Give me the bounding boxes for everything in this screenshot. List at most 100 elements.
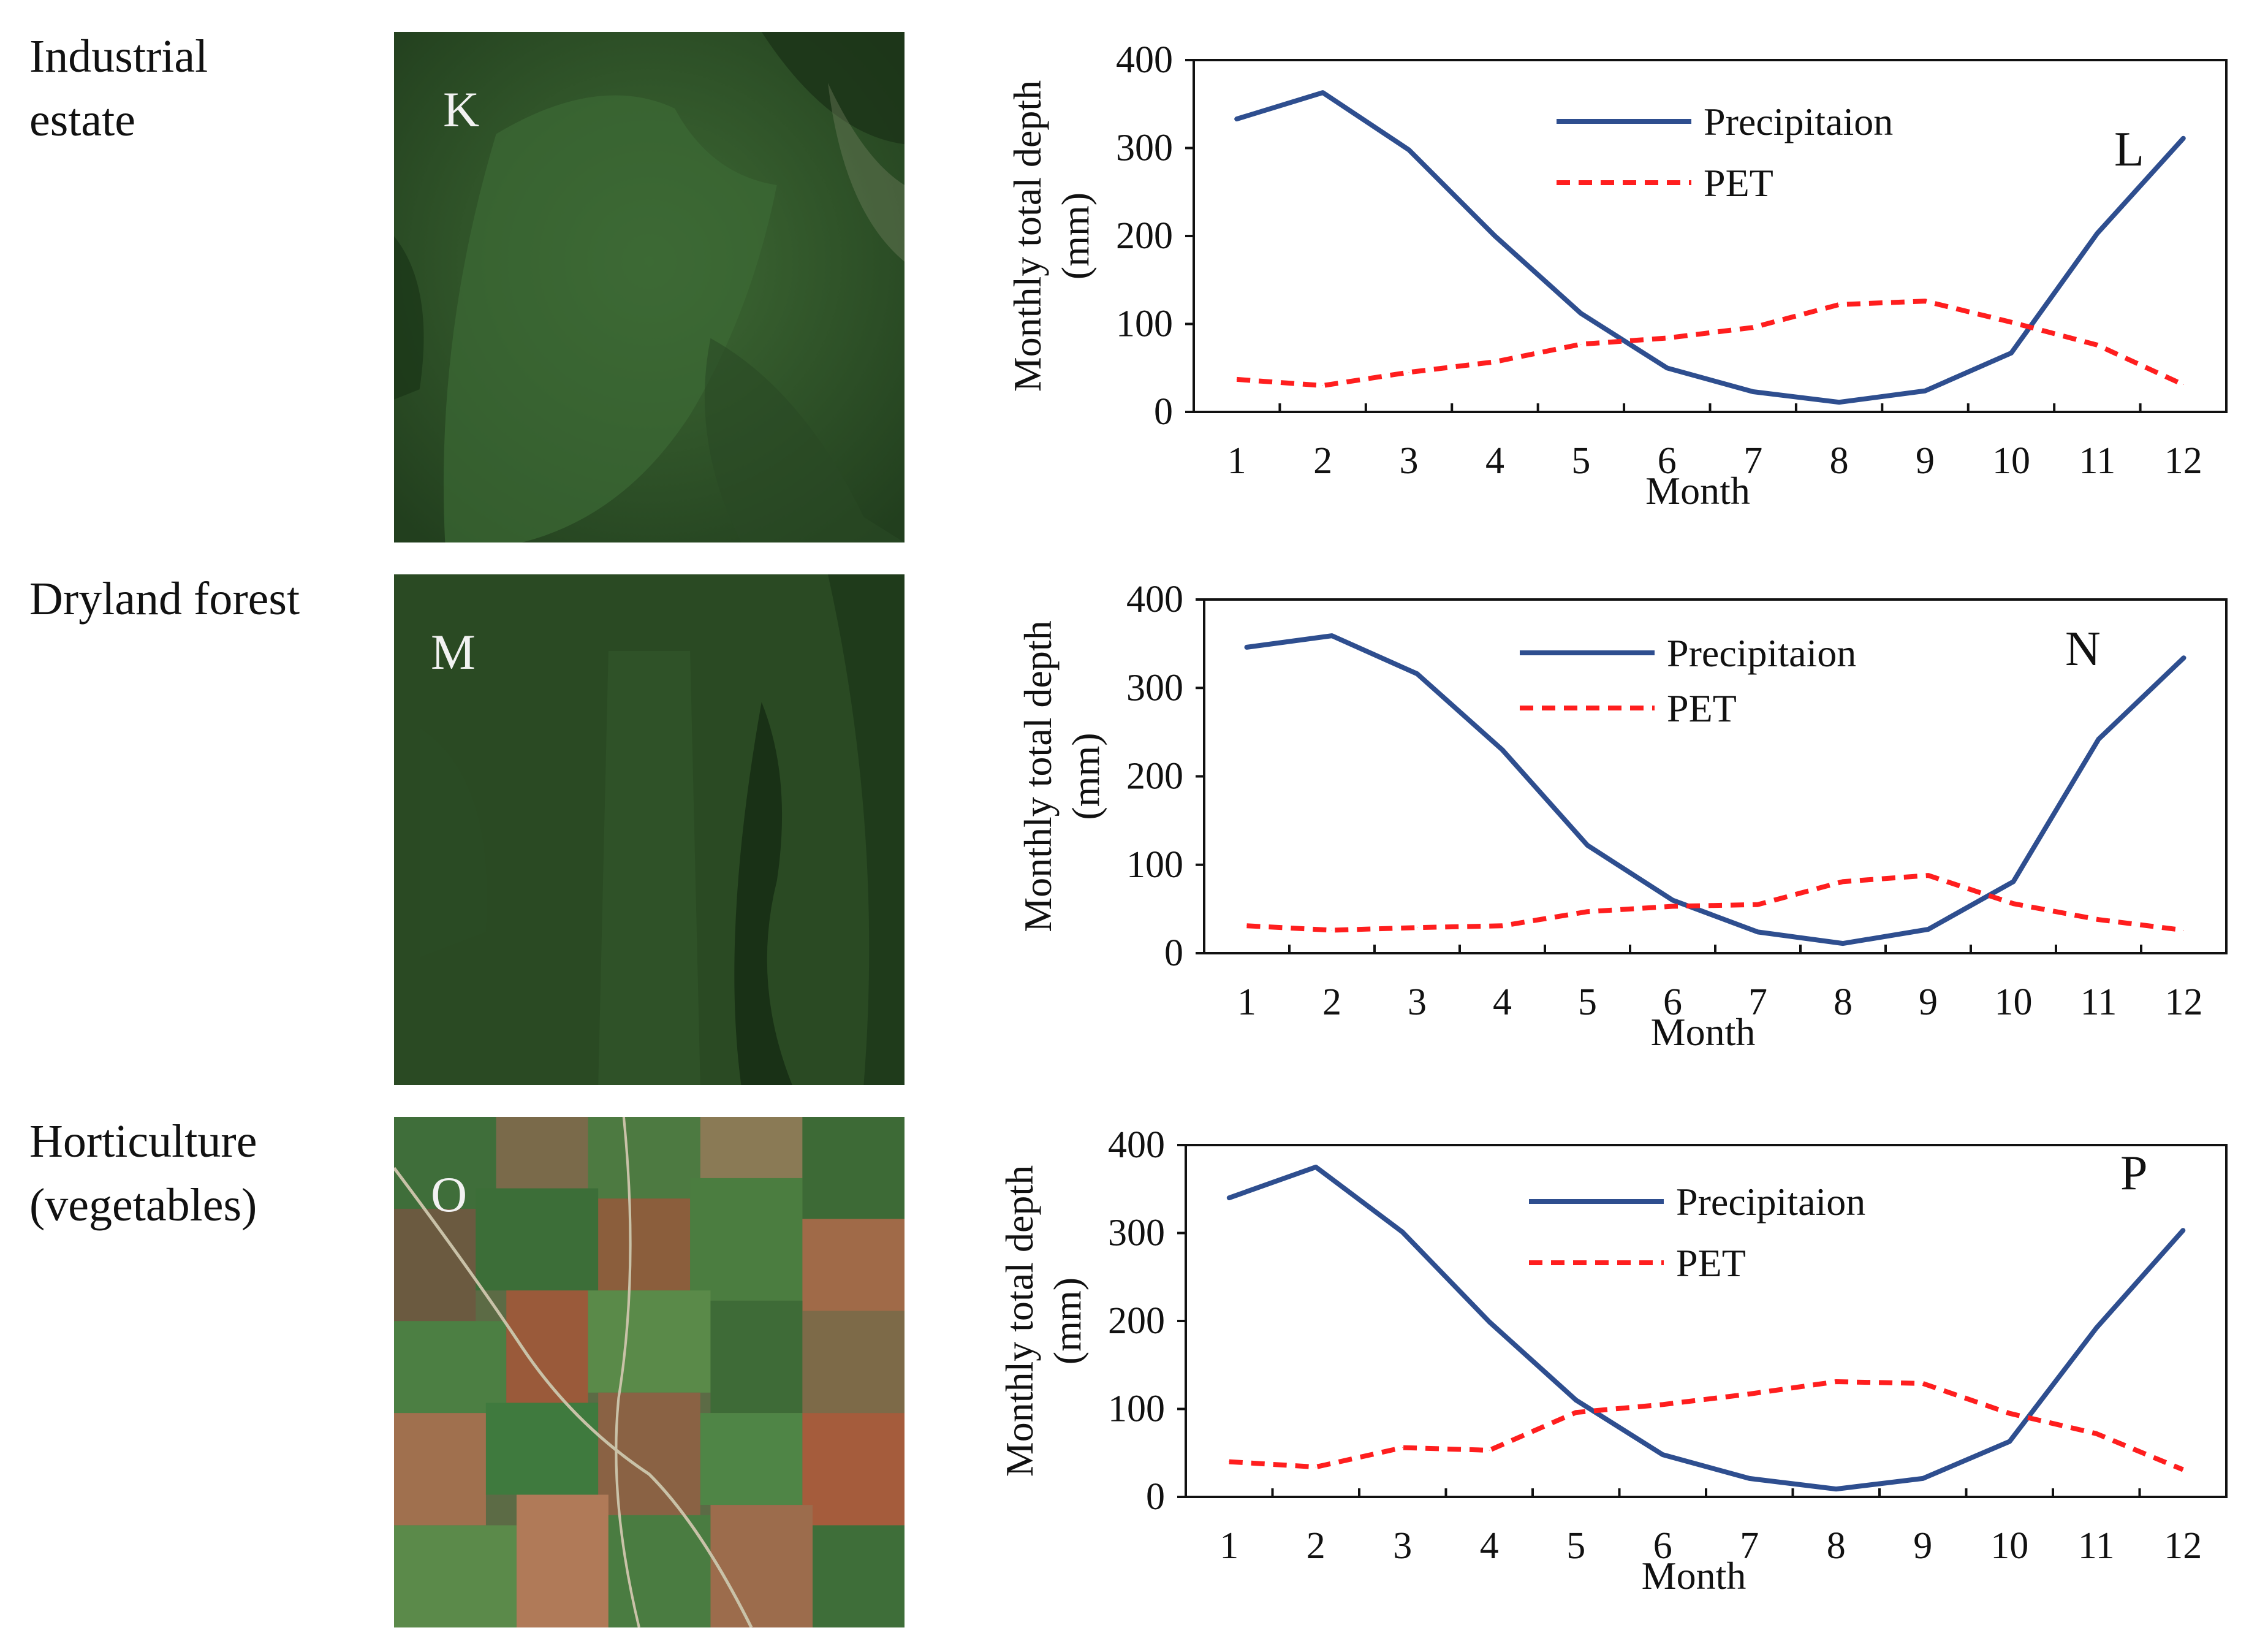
x-tick-label: 2 bbox=[1307, 1525, 1326, 1567]
x-tick-label: 5 bbox=[1578, 981, 1597, 1023]
legend-label: Precipitaion bbox=[1676, 1180, 1865, 1224]
data-point bbox=[2098, 919, 2099, 920]
y-tick-label: 400 bbox=[1108, 1124, 1165, 1166]
y-axis-title: Monthly total depth (mm) bbox=[998, 1165, 1089, 1477]
image-panel-letter: O bbox=[431, 1167, 468, 1222]
precipitation-line bbox=[1226, 1164, 2186, 1492]
x-tick-label: 1 bbox=[1227, 440, 1246, 482]
chart-panel-letter: L bbox=[2114, 123, 2144, 177]
y-axis-title: Monthly total depth (mm) bbox=[1006, 80, 1097, 392]
legend-label: PET bbox=[1667, 687, 1737, 730]
land-use-label: Horticulture (vegetables) bbox=[29, 1116, 257, 1231]
data-point bbox=[1838, 402, 1840, 403]
y-tick-label: 300 bbox=[1126, 667, 1183, 709]
pet-line bbox=[1246, 873, 2184, 933]
legend-label: PET bbox=[1676, 1241, 1746, 1285]
x-tick-label: 6 bbox=[1653, 1525, 1672, 1567]
x-axis-title: Month bbox=[1642, 1554, 1747, 1597]
data-point bbox=[1838, 304, 1840, 305]
x-tick-label: 3 bbox=[1408, 981, 1427, 1023]
chart-panel-1: 0 100 200 300 400 1 2 3 4 5 6 7 8 9 10 11 12 Month Monthly… bbox=[962, 25, 2249, 564]
x-tick-label: 11 bbox=[2079, 440, 2116, 482]
precipitation-line bbox=[1244, 633, 2186, 946]
legend-label: Precipitaion bbox=[1667, 631, 1856, 675]
chart-panel-letter: P bbox=[2120, 1146, 2148, 1200]
data-point bbox=[2183, 929, 2184, 931]
data-point bbox=[1928, 875, 1929, 876]
x-tick-label: 4 bbox=[1493, 981, 1512, 1023]
x-axis-title: Month bbox=[1651, 1010, 1756, 1054]
chart-panel-2: 0 100 200 300 400 1 2 3 4 5 6 7 8 9 10 11 12 Month Monthly… bbox=[962, 567, 2249, 1106]
land-use-label: Industrial estate bbox=[29, 31, 208, 146]
data-point bbox=[1928, 929, 1929, 930]
x-tick-label: 10 bbox=[1990, 1525, 2028, 1567]
satellite-image-forest-plantation: K bbox=[394, 32, 905, 542]
y-tick-label: 0 bbox=[1164, 932, 1183, 974]
image-panel-letter: M bbox=[431, 624, 476, 680]
data-point bbox=[1587, 845, 1588, 846]
x-tick-label: 11 bbox=[2080, 981, 2117, 1023]
x-tick-label: 1 bbox=[1237, 981, 1256, 1023]
x-tick-label: 7 bbox=[1748, 981, 1767, 1023]
y-tick-label: 400 bbox=[1116, 39, 1173, 81]
data-point bbox=[2009, 1441, 2010, 1442]
y-tick-label: 200 bbox=[1108, 1300, 1165, 1342]
x-tick-label: 3 bbox=[1393, 1525, 1412, 1567]
data-point bbox=[2096, 233, 2098, 234]
data-point bbox=[1922, 1478, 1924, 1479]
x-tick-label: 1 bbox=[1219, 1525, 1238, 1567]
x-tick-label: 10 bbox=[1992, 440, 2030, 482]
chart-panel-3: 0 100 200 300 400 1 2 3 4 5 6 7 8 9 10 11 12 Month Monthly… bbox=[962, 1110, 2249, 1649]
x-tick-label: 3 bbox=[1400, 440, 1419, 482]
x-tick-label: 12 bbox=[2164, 1525, 2202, 1567]
y-tick-label: 300 bbox=[1116, 128, 1173, 169]
y-tick-label: 200 bbox=[1126, 756, 1183, 797]
x-tick-label: 5 bbox=[1571, 440, 1590, 482]
data-point bbox=[1402, 1231, 1403, 1233]
x-tick-label: 10 bbox=[1995, 981, 2033, 1023]
x-tick-label: 9 bbox=[1913, 1525, 1932, 1567]
x-tick-label: 9 bbox=[1916, 440, 1935, 482]
x-tick-label: 2 bbox=[1322, 981, 1341, 1023]
y-tick-label: 100 bbox=[1116, 303, 1173, 345]
legend-label: PET bbox=[1704, 161, 1773, 205]
x-tick-label: 12 bbox=[2164, 440, 2202, 482]
y-tick-label: 400 bbox=[1126, 579, 1183, 620]
y-tick-label: 0 bbox=[1146, 1476, 1165, 1518]
x-tick-label: 7 bbox=[1740, 1525, 1759, 1567]
data-point bbox=[2096, 344, 2098, 346]
y-tick-label: 0 bbox=[1154, 391, 1173, 433]
x-tick-label: 9 bbox=[1919, 981, 1938, 1023]
precipitation-line bbox=[1234, 90, 2186, 405]
data-point bbox=[1580, 313, 1582, 314]
data-point bbox=[1402, 1447, 1403, 1448]
x-tick-label: 4 bbox=[1485, 440, 1504, 482]
data-point bbox=[2009, 1413, 2010, 1414]
x-tick-label: 8 bbox=[1834, 981, 1853, 1023]
data-point bbox=[1749, 1478, 1750, 1479]
x-tick-label: 4 bbox=[1480, 1525, 1499, 1567]
y-tick-label: 300 bbox=[1108, 1212, 1165, 1254]
data-point bbox=[2013, 881, 2014, 882]
x-tick-label: 7 bbox=[1743, 440, 1762, 482]
row-dryland-forest: Dryland forest M 0 100 200 300 400 1 2 3 4 5 6 7 8 9 1… bbox=[0, 567, 2268, 1106]
data-point bbox=[1922, 1383, 1924, 1384]
x-tick-label: 2 bbox=[1313, 440, 1332, 482]
x-tick-label: 5 bbox=[1566, 1525, 1585, 1567]
y-tick-label: 200 bbox=[1116, 215, 1173, 257]
data-point bbox=[1322, 385, 1324, 386]
data-point bbox=[1672, 906, 1673, 907]
x-tick-label: 12 bbox=[2165, 981, 2203, 1023]
pet-line bbox=[1236, 299, 2185, 388]
chart-panel-letter: N bbox=[2065, 622, 2101, 676]
data-point bbox=[1835, 1488, 1837, 1490]
land-use-label: Dryland forest bbox=[29, 573, 300, 625]
y-axis-title: Monthly total depth (mm) bbox=[1016, 620, 1107, 932]
data-point bbox=[1749, 1393, 1750, 1395]
x-tick-label: 11 bbox=[2078, 1525, 2115, 1567]
legend-label: Precipitaion bbox=[1704, 100, 1893, 143]
x-axis-title: Month bbox=[1645, 469, 1750, 512]
